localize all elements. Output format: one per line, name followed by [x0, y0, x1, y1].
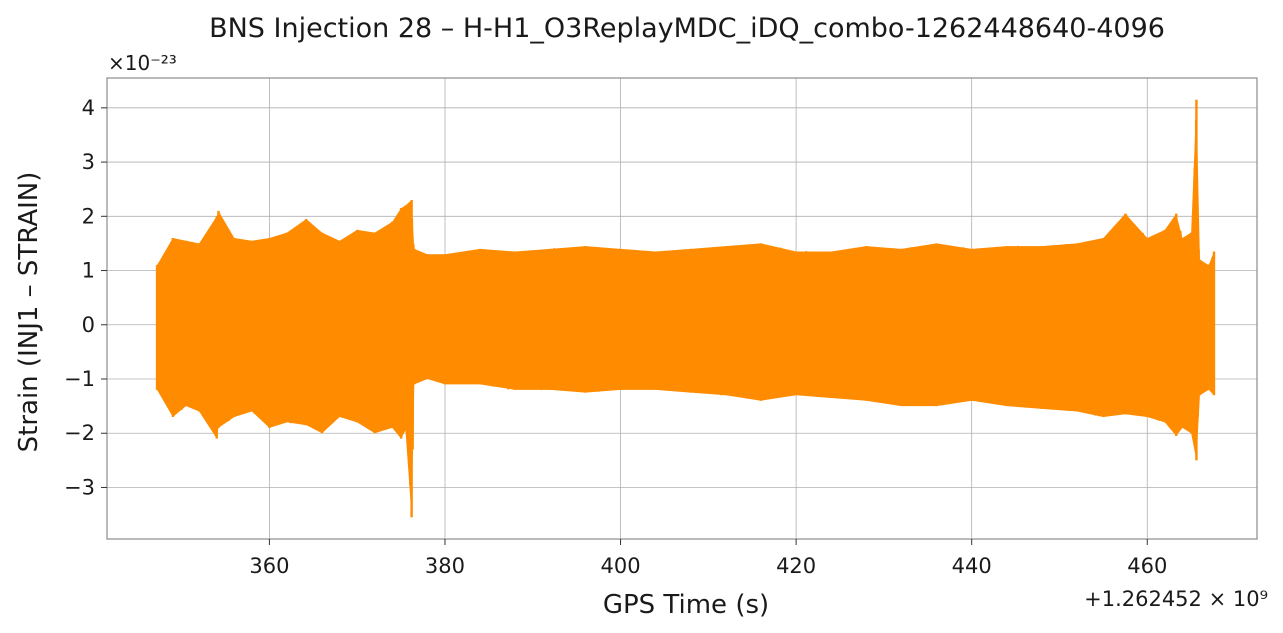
- series-strain: [155, 99, 1216, 518]
- x-tick-label: 420: [776, 554, 816, 578]
- plot-area-frame: [106, 77, 1258, 540]
- x-tick-label: 440: [952, 554, 992, 578]
- series-line: [156, 119, 1215, 486]
- y-axis-ticks: −3 −2 −1 0 1 2 3 4: [64, 96, 107, 499]
- y-tick-label: −2: [64, 421, 95, 445]
- y-tick-label: −1: [64, 367, 95, 391]
- x-axis-label: GPS Time (s): [603, 590, 769, 620]
- chart-title: BNS Injection 28 – H-H1_O3ReplayMDC_iDQ_…: [209, 13, 1165, 44]
- y-axis-scale-label: ×10⁻²³: [108, 51, 177, 75]
- y-tick-label: 2: [82, 204, 95, 228]
- x-axis-ticks: 360 380 400 420 440 460: [249, 539, 1167, 578]
- x-tick-label: 360: [249, 554, 289, 578]
- y-tick-label: −3: [64, 475, 95, 499]
- x-tick-label: 380: [425, 554, 465, 578]
- y-tick-label: 3: [82, 150, 95, 174]
- x-tick-label: 460: [1127, 554, 1167, 578]
- y-tick-label: 4: [82, 96, 95, 120]
- x-axis-offset-label: +1.262452 × 10⁹: [1084, 587, 1268, 611]
- y-axis-label: Strain (INJ1 – STRAIN): [14, 172, 44, 453]
- x-tick-label: 400: [601, 554, 641, 578]
- y-tick-label: 1: [82, 259, 95, 283]
- y-tick-label: 0: [82, 313, 95, 337]
